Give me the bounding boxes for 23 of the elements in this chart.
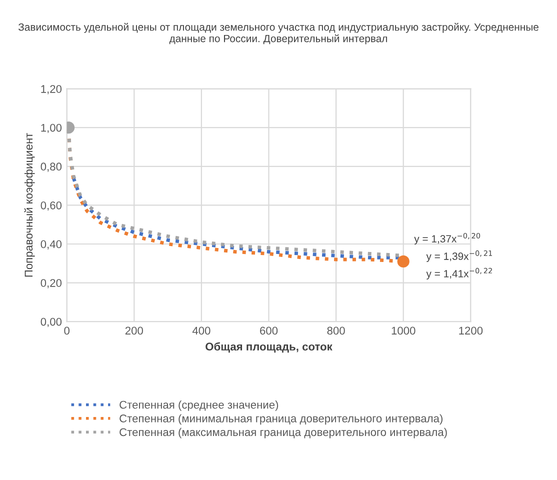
x-tick-label: 0	[64, 326, 70, 335]
legend-label: Степенная (максимальная граница доверительного интервала)	[120, 428, 447, 438]
x-tick-label: 1000	[392, 326, 416, 335]
y-tick-label: 0,40	[40, 240, 62, 250]
annotation: y = 1,37x$^{−0,20}$	[414, 232, 480, 245]
y-tick-label: 0,80	[40, 162, 62, 172]
y-axis-title: Поправочный коэффициент	[24, 133, 35, 277]
chart-title: Зависимость удельной цены от площади земельного участка под индустриальную застройку. Усредненные данные по России. Доверительный интервал	[18, 22, 538, 44]
x-tick-label: 400	[192, 326, 210, 335]
annotation: y = 1,39x$^{−0,21}$	[426, 250, 492, 262]
x-tick-label: 800	[327, 326, 345, 335]
y-tick-label: 0,60	[40, 201, 62, 211]
x-tick-label: 200	[125, 326, 143, 335]
y-tick-label: 0,20	[40, 279, 62, 288]
x-tick-label: 600	[260, 326, 278, 335]
legend-label: Степенная (среднее значение)	[120, 400, 278, 411]
y-tick-label: 1,00	[41, 124, 62, 134]
annotation: y = 1,41x$^{−0,22}$	[426, 268, 492, 280]
x-axis-title: Общая площадь, соток	[206, 342, 332, 353]
y-tick-label: 1,20	[41, 85, 62, 94]
y-tick-label: 0,00	[40, 318, 62, 328]
x-tick-label: 1200	[459, 326, 483, 335]
legend-label: Степенная (минимальная граница доверительного интервала)	[120, 414, 442, 425]
